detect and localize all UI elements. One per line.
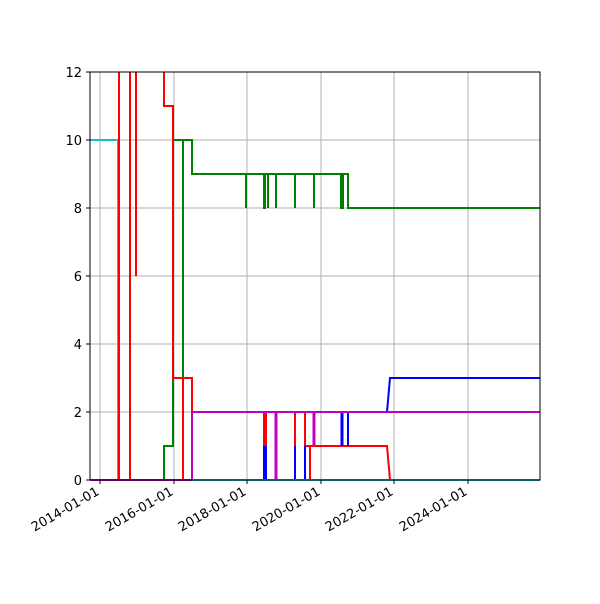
y-tick-label: 10 [65, 134, 82, 149]
x-tick-label: 2014-01-01 [29, 484, 102, 535]
x-tick-label: 2016-01-01 [103, 484, 176, 535]
x-tick-label: 2020-01-01 [250, 484, 323, 535]
y-tick-label: 2 [74, 406, 82, 421]
x-tick-label: 2024-01-01 [397, 484, 470, 535]
x-tick-label: 2022-01-01 [323, 484, 396, 535]
y-axis [86, 71, 90, 481]
series-green [163, 139, 540, 480]
y-tick-label: 12 [65, 66, 82, 81]
y-tick-label: 6 [74, 270, 82, 285]
series-lines [90, 72, 540, 481]
x-tick-label: 2018-01-01 [176, 484, 249, 535]
y-tick-label: 8 [74, 202, 82, 217]
y-tick-label: 0 [74, 474, 82, 489]
x-axis [99, 480, 469, 484]
y-tick-label: 4 [74, 338, 82, 353]
